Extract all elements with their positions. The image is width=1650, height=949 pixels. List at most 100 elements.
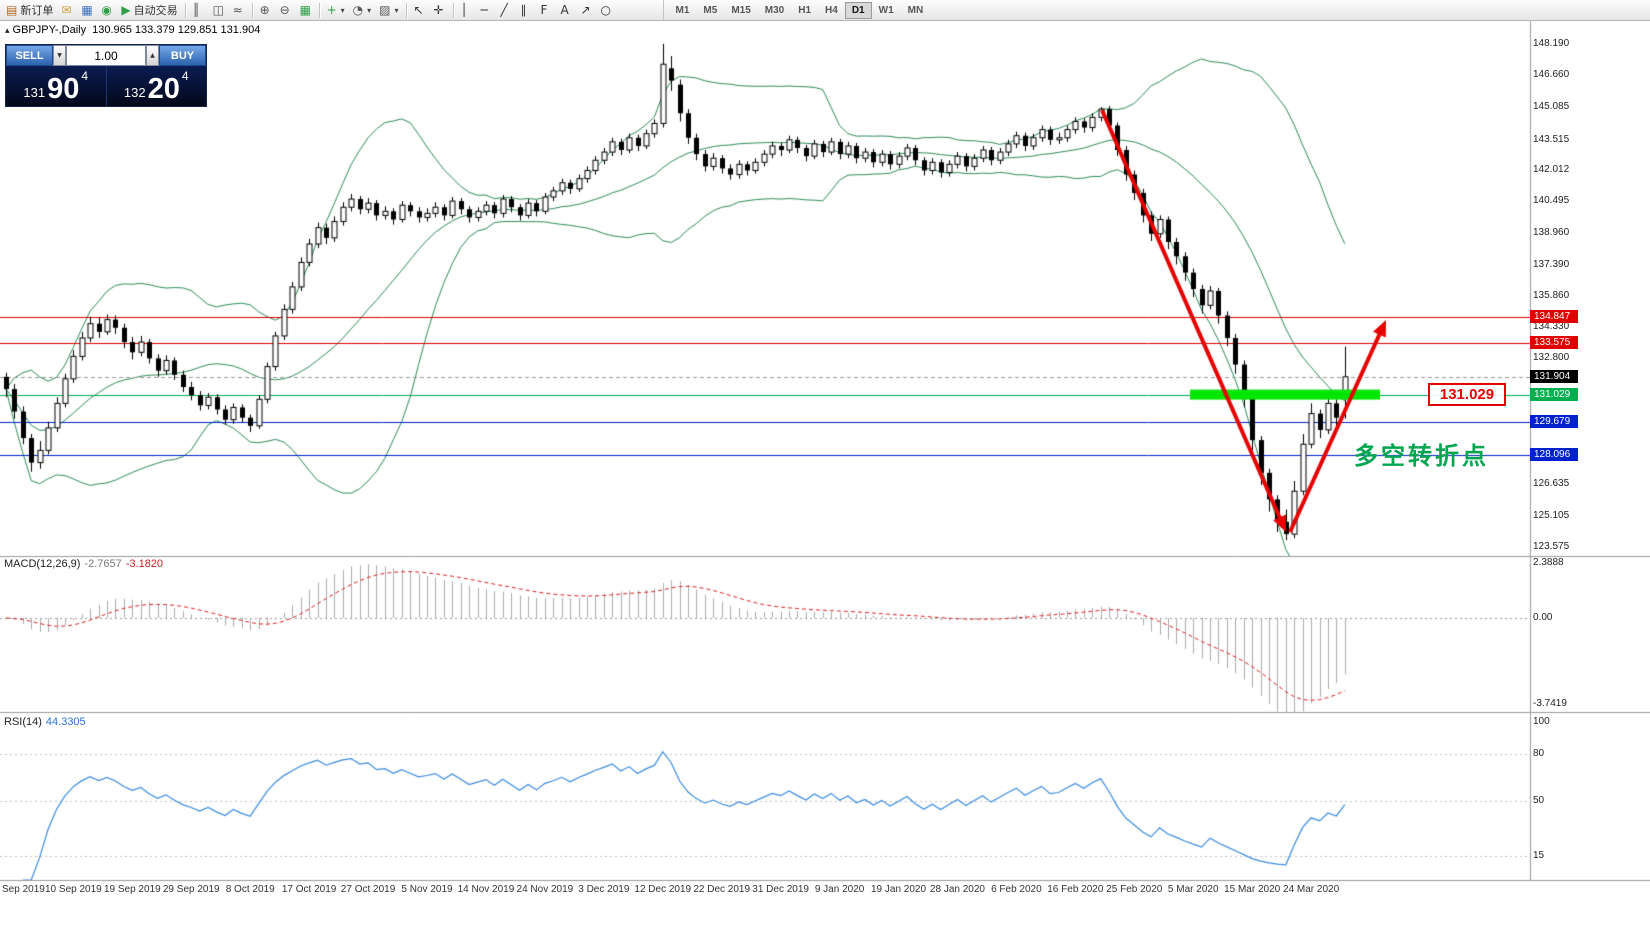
autotrading-button[interactable]: ▶ 自动交易 [117,1,181,19]
rsi-name: RSI(14) [4,716,42,728]
trade-controls-row: SELL ▼ ▲ BUY [6,45,206,66]
arrows-icon: ↗ [580,3,591,17]
periods-icon: ◔ [352,3,364,17]
channel-icon: ∥ [520,3,527,17]
crosshair-button[interactable]: ✛ [430,1,450,19]
timeframe-d1[interactable]: D1 [844,1,872,19]
trendline-button[interactable]: ╱ [497,1,517,19]
sell-price-pip: 4 [81,69,89,83]
new-order-button-label: 新订单 [20,5,54,17]
timeframe-h4[interactable]: H4 [818,2,845,19]
zoom-out-button[interactable]: ⊖ [276,1,296,19]
volume-decrease-button[interactable]: ▼ [53,45,66,66]
toolbar-separator [405,2,407,18]
chart-ohlc-values: 130.965 133.379 129.851 131.904 [92,24,261,36]
vertical-line-icon: │ [460,3,468,17]
data-window-icon: ◉ [101,3,112,17]
toolbar-buttons: ▤ 新订单 ✉ ▦ ◉ ▶ 自动交易 ║ ◫ ≈ ⊕ ⊖ ▦ + ▾ ◔ ▾ ▨ ▾ ↖ ✛ │ ─ ╱ ∥ F A ↗ ○ [2,0,617,20]
zoom-in-button[interactable]: ⊕ [256,1,276,19]
rsi-value: 44.3305 [45,716,86,728]
bar-chart-button[interactable]: ║ [189,1,209,19]
candlestick-chart-button[interactable]: ◫ [209,1,229,19]
templates-dropdown[interactable]: ▨ ▾ [375,1,402,19]
cursor-button[interactable]: ↖ [410,1,430,19]
support-price-label[interactable]: 131.029 [1428,383,1506,406]
sell-button[interactable]: SELL [6,45,53,66]
buy-price-pip: 4 [181,69,189,83]
horizontal-line-button[interactable]: ─ [477,1,497,19]
market-watch-icon: ▦ [81,3,93,17]
timeframe-w1[interactable]: W1 [872,2,901,19]
vertical-line-button[interactable]: │ [457,1,477,19]
chart-symbol-period: GBPJPY-,Daily [12,24,87,36]
toolbar-separator [184,2,186,18]
channel-button[interactable]: ∥ [517,1,537,19]
buy-price-prefix: 132 [123,85,146,100]
turning-point-annotation[interactable]: 多空转折点 [1354,443,1489,470]
new-order-icon: ▤ [6,3,18,17]
timeframe-mn[interactable]: MN [901,2,931,19]
macd-main-value: -2.7657 [84,558,122,570]
collapse-triangle-icon[interactable]: ▴ [5,26,10,36]
tile-windows-icon: ▦ [299,3,311,17]
fibonacci-icon: F [540,3,548,17]
timeframe-m5[interactable]: M5 [696,2,724,19]
timeframe-h1[interactable]: H1 [791,2,818,19]
caret-down-icon: ▾ [367,5,372,15]
templates-icon: ▨ [379,3,391,17]
shapes-button[interactable]: ○ [597,1,617,19]
toolbar-separator [251,2,253,18]
buy-button[interactable]: BUY [159,45,206,66]
autotrading-button-label: 自动交易 [133,5,178,17]
zoom-out-icon: ⊖ [279,3,290,17]
line-chart-button[interactable]: ≈ [229,1,249,19]
text-icon: A [560,3,569,17]
text-button[interactable]: A [557,1,577,19]
timeframe-m30[interactable]: M30 [758,2,791,19]
mail-icon: ✉ [61,3,72,17]
shapes-icon: ○ [600,3,611,17]
cursor-icon: ↖ [413,3,424,17]
autotrading-icon: ▶ [121,3,131,17]
timeframe-toolbar: M1 M5 M15 M30 H1 H4 D1 W1 MN [662,0,931,20]
volume-increase-button[interactable]: ▲ [146,45,159,66]
volume-input[interactable] [66,45,146,66]
toolbar-separator [452,2,454,18]
horizontal-line-icon: ─ [480,3,488,17]
market-watch-button[interactable]: ▦ [77,1,97,19]
mail-button[interactable]: ✉ [57,1,77,19]
buy-price-display[interactable]: 132 20 4 [105,66,207,106]
timeframe-m15[interactable]: M15 [724,2,757,19]
rsi-indicator-label: RSI(14) 44.3305 [4,716,86,728]
zoom-in-icon: ⊕ [259,3,270,17]
crosshair-icon: ✛ [433,3,444,17]
sell-price-prefix: 131 [23,85,46,100]
caret-down-icon: ▾ [340,5,345,15]
caret-down-icon: ▾ [394,5,399,15]
periods-dropdown[interactable]: ◔ ▾ [349,1,376,19]
trendline-icon: ╱ [500,3,508,17]
buy-price-big-digits: 20 [147,73,180,106]
line-chart-icon: ≈ [232,3,243,17]
timeframe-m1[interactable]: M1 [669,2,697,19]
chart-title: ▴ GBPJPY-,Daily 130.965 133.379 129.851 13… [5,24,260,36]
indicators-icon: + [326,3,337,17]
main-toolbar: ▤ 新订单 ✉ ▦ ◉ ▶ 自动交易 ║ ◫ ≈ ⊕ ⊖ ▦ + ▾ ◔ ▾ ▨ ▾ ↖ ✛ │ ─ ╱ ∥ F A ↗ ○ M1 M5 M… [0,0,1650,21]
sell-price-display[interactable]: 131 90 4 [6,66,106,106]
toolbar-separator [318,2,320,18]
sell-price-big-digits: 90 [47,73,80,106]
tile-windows-button[interactable]: ▦ [296,1,316,19]
fibonacci-button[interactable]: F [537,1,557,19]
bar-chart-icon: ║ [192,3,200,17]
macd-name: MACD(12,26,9) [4,558,81,570]
arrows-button[interactable]: ↗ [577,1,597,19]
data-window-button[interactable]: ◉ [97,1,117,19]
indicators-dropdown[interactable]: + ▾ [323,1,349,19]
macd-indicator-label: MACD(12,26,9) -2.7657 -3.1820 [4,558,163,570]
trade-prices-row: 131 90 4 132 20 4 [6,66,206,106]
macd-signal-value: -3.1820 [125,558,164,570]
candlestick-chart-icon: ◫ [212,3,224,17]
new-order-button[interactable]: ▤ 新订单 [2,1,57,19]
